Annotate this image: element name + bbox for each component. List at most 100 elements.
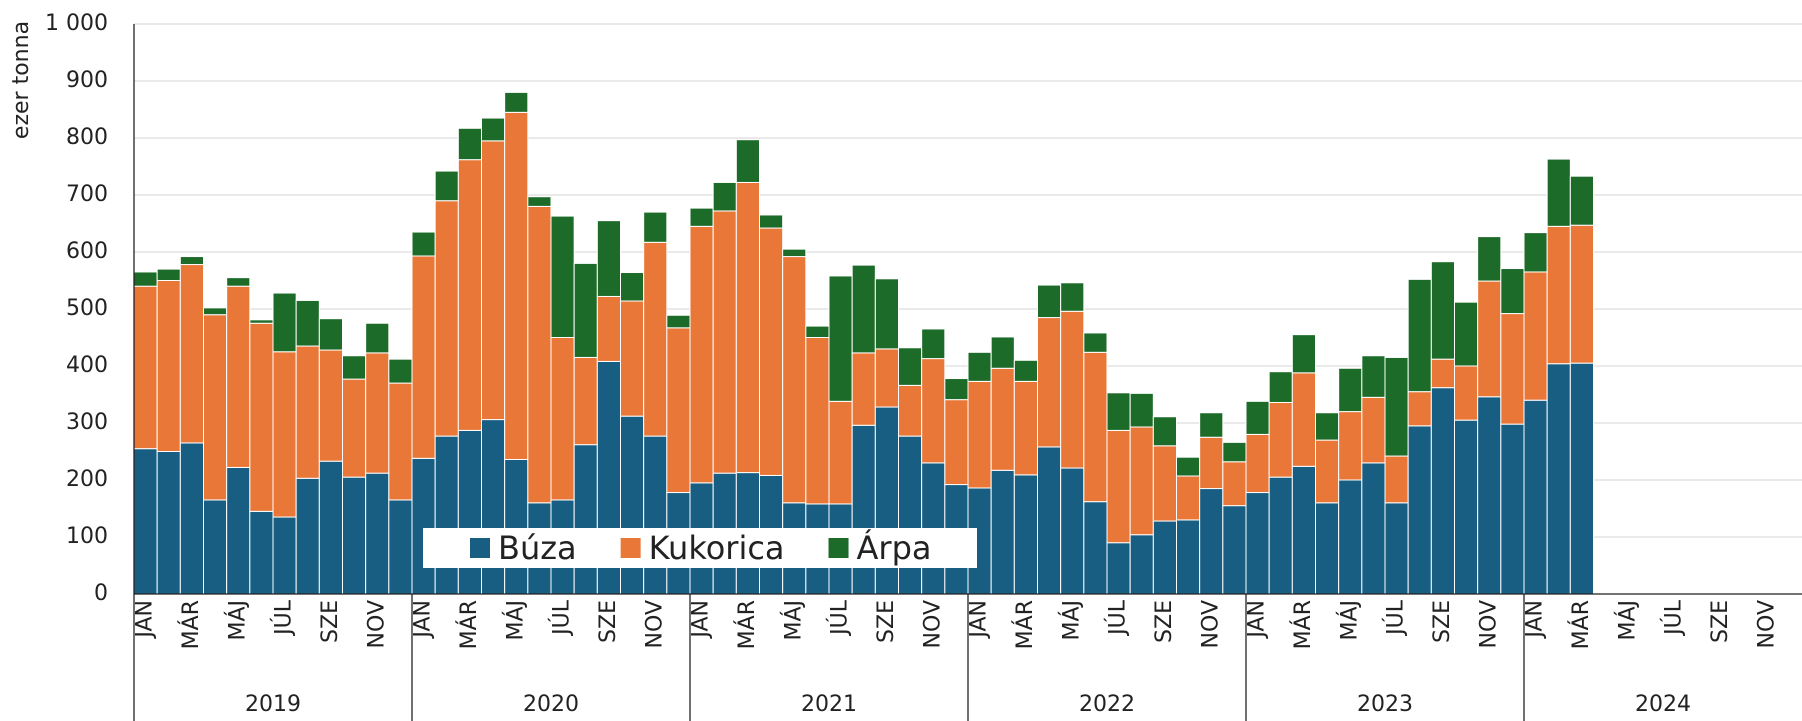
y-tick-label: 1 000 [45,11,108,36]
year-label: 2024 [1635,692,1691,717]
x-tick-label: SZE [318,600,343,643]
bar-segment [689,225,714,484]
x-tick-label: SZE [1708,600,1733,643]
x-tick-label: JAN [967,600,992,640]
bar-segment [1523,271,1548,401]
bar-segment [1315,412,1340,441]
bar-segment [898,347,923,386]
bar-segment [1129,426,1154,536]
bar-segment [1500,268,1525,315]
bar-segment [272,516,297,595]
bar-segment [226,285,251,468]
y-axis-title: ezer tonna [9,21,34,139]
x-tick-label: JAN [133,600,158,640]
bar-segment [527,205,552,504]
bar-segment [759,227,784,476]
bar-segment [735,139,760,183]
bar-segment [203,314,228,501]
bar-segment [1013,380,1038,476]
bar-segment [1176,519,1201,595]
y-tick-label: 500 [66,296,108,321]
bar-segment [1454,419,1479,595]
bar-segment [457,127,483,161]
bar-segment [504,458,529,595]
bar-segment [1083,501,1108,595]
bar-segment [1546,158,1571,227]
axes: 0 100 200 300 400 500 600 700 800 900 1 000 JAN MÁR M… [45,11,1802,721]
year-label: 2022 [1079,692,1135,717]
bar-segment [1291,465,1317,595]
x-tick-label: MÁJ [224,600,250,641]
bar-segment [481,117,506,142]
bar-segment [782,248,807,258]
x-tick-label: JAN [1245,600,1270,640]
bar-segment [481,140,506,421]
legend-box [423,528,977,568]
bar-segment [249,510,274,595]
bar-segment [689,207,714,227]
bar-segment [318,349,344,462]
year-label: 2019 [245,692,301,717]
bar-segment [1338,411,1363,481]
bar-segment [1083,351,1108,503]
bar-segment [411,457,436,595]
bar-segment [203,499,228,595]
x-tick-label: MÁR [1012,600,1038,649]
bar-segment [179,264,204,444]
bar-segment [156,280,181,452]
bar-segment [1222,461,1247,507]
bar-segment [133,448,158,595]
bar-segment [573,444,598,595]
bar-segment [295,345,320,479]
bar-segment [851,264,876,354]
y-tick-label: 200 [66,467,108,492]
bar-segment [1454,301,1479,367]
bar-segment [921,358,946,464]
bar-segment [643,435,668,595]
bar-segment [874,348,899,408]
bar-segment [504,111,529,460]
bar-segment [365,322,390,354]
x-tick-label: SZE [596,600,621,643]
bar-segment [1407,278,1432,393]
bar-segment [1477,280,1502,398]
bar-segment [620,300,645,417]
bar-segment [1013,474,1038,595]
year-label: 2023 [1357,692,1413,717]
y-tick-label: 700 [66,182,108,207]
bar-segment [295,477,320,595]
bar-segment [1384,356,1409,457]
bar-segment [805,325,830,339]
bar-segment [1083,332,1108,353]
bar-segment [1199,412,1224,438]
bar-segment [434,435,459,595]
legend-label: Árpa [857,529,932,567]
y-tick-label: 300 [66,410,108,435]
bar-segment [1384,455,1409,504]
bar-segment [620,272,645,302]
bar-segment [1268,371,1293,403]
bar-segment [1013,359,1038,382]
bar-segment [1199,436,1224,490]
bar-segment [1384,502,1409,595]
x-tick-label: MÁJ [1058,600,1084,641]
bar-segment [318,318,344,351]
x-tick-label: MÁR [1290,600,1316,649]
bar-segment [457,159,483,431]
bar-segment [1245,433,1270,494]
bar-segment [179,256,204,266]
bar-segment [342,476,367,595]
bar-segment [828,400,853,505]
bar-segment [527,196,552,207]
x-tick-label: JÚL [271,599,297,637]
bar-segment [249,322,274,512]
bar-segment [295,299,320,347]
bar-segment [1176,475,1201,521]
bar-segment [967,380,992,489]
legend-swatch [470,538,490,558]
bar-segment [1291,372,1317,467]
x-tick-label: JÚL [1661,599,1687,637]
year-label: 2020 [523,692,579,717]
bar-segment [666,327,691,494]
y-tick-label: 900 [66,68,108,93]
